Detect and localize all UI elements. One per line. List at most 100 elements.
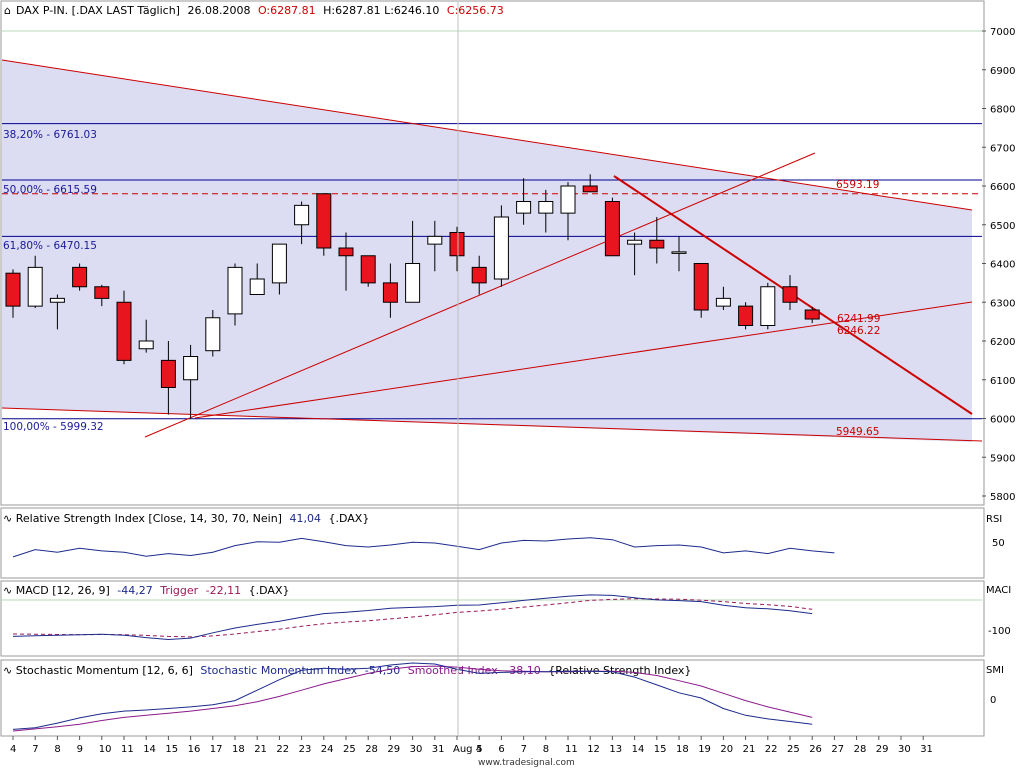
- candle[interactable]: [227, 263, 243, 326]
- x-tick-label: 8: [543, 744, 549, 755]
- y-tick-label: 6900: [990, 66, 1015, 77]
- x-tick-label: 24: [321, 744, 334, 755]
- x-tick-label: 15: [654, 744, 667, 755]
- y-tick-label: 6100: [990, 376, 1015, 387]
- candle[interactable]: [27, 255, 43, 309]
- candle[interactable]: [538, 189, 554, 233]
- candle[interactable]: [205, 310, 221, 357]
- x-tick-label: 10: [99, 744, 112, 755]
- x-tick-label: 5: [476, 744, 482, 755]
- x-tick-label: 4: [10, 744, 16, 755]
- candle[interactable]: [649, 217, 665, 264]
- lower-support-line[interactable]: [1, 407, 983, 442]
- upper-downtrend-line[interactable]: [1, 59, 973, 211]
- candle-body-up: [249, 278, 265, 295]
- smi-smoothed-line[interactable]: [12, 665, 813, 732]
- chart-header: ⌂ DAX P-IN. [.DAX LAST Täglich] 26.08.20…: [4, 4, 504, 17]
- x-tick-label: 31: [432, 744, 445, 755]
- x-tick-label: 8: [54, 744, 60, 755]
- candle[interactable]: [316, 193, 332, 256]
- macd-wave-icon: ∿: [3, 584, 12, 597]
- candle[interactable]: [160, 341, 176, 415]
- macd-trigger-label: Trigger: [159, 584, 198, 597]
- candle-body-up: [538, 201, 554, 214]
- candle[interactable]: [671, 236, 687, 272]
- smi-smoothed-label: Smoothed Index: [408, 664, 498, 677]
- x-tick-label: 12: [587, 744, 600, 755]
- candle[interactable]: [5, 269, 21, 318]
- x-tick-label: 30: [898, 744, 911, 755]
- candle-body-up: [627, 239, 643, 245]
- candle-body-up: [493, 216, 509, 280]
- rising-support-line[interactable]: [194, 301, 973, 419]
- candle[interactable]: [804, 306, 820, 324]
- candle-body-down: [582, 185, 598, 193]
- date-axis: 4 7 8 9 10 11 14 15 16 17 18 21 22 23 24 25 28 29 30 31 Aug …: [10, 736, 933, 755]
- candle[interactable]: [94, 284, 110, 307]
- candle[interactable]: [427, 220, 443, 272]
- rsi-suffix: {.DAX}: [328, 512, 369, 525]
- candle[interactable]: [760, 282, 776, 330]
- macd-line[interactable]: [12, 594, 813, 641]
- candle[interactable]: [138, 319, 154, 353]
- rsi-line[interactable]: [12, 537, 835, 558]
- x-tick-label: 29: [387, 744, 400, 755]
- chart-date: 26.08.2008: [187, 4, 250, 17]
- macd-tick-minus100: -100: [988, 626, 1011, 637]
- candle[interactable]: [116, 290, 132, 365]
- y-tick-label: 6200: [990, 337, 1015, 348]
- candle[interactable]: [627, 232, 643, 276]
- candle[interactable]: [516, 178, 532, 225]
- candle[interactable]: [183, 344, 199, 419]
- candle[interactable]: [338, 232, 354, 291]
- candle[interactable]: [271, 243, 287, 295]
- y-tick-label: 6800: [990, 105, 1015, 116]
- x-tick-label: 19: [698, 744, 711, 755]
- rising-trend-line[interactable]: [144, 152, 816, 438]
- candle[interactable]: [294, 201, 310, 245]
- candle[interactable]: [382, 263, 398, 318]
- x-tick-label: 27: [831, 744, 844, 755]
- candle[interactable]: [405, 220, 421, 303]
- macd-trigger-line[interactable]: [12, 598, 813, 638]
- candle[interactable]: [604, 197, 620, 257]
- candle[interactable]: [693, 263, 709, 318]
- x-tick-label: 23: [299, 744, 312, 755]
- price-axis: 7000 6900 6800 6700 6600 6500 6400 6300 6200 6100…: [982, 27, 1015, 503]
- candle[interactable]: [449, 226, 465, 272]
- candle-body-up: [427, 235, 443, 245]
- candle-body-down: [316, 193, 332, 249]
- x-tick-label: 7: [521, 744, 527, 755]
- fib-label-61: 61,80% - 6470.15: [3, 240, 97, 252]
- candle[interactable]: [493, 205, 509, 287]
- candle[interactable]: [360, 255, 376, 287]
- candle-body-down: [94, 286, 110, 299]
- candle[interactable]: [782, 275, 798, 310]
- candle[interactable]: [738, 302, 754, 330]
- candle[interactable]: [715, 286, 731, 310]
- pin-icon[interactable]: ⌂: [4, 4, 11, 17]
- y-tick-label: 6600: [990, 182, 1015, 193]
- x-tick-label: 25: [343, 744, 356, 755]
- candle[interactable]: [582, 174, 598, 193]
- candle-body-down: [382, 282, 398, 303]
- candles: [5, 174, 820, 419]
- x-tick-label: 11: [121, 744, 134, 755]
- candle[interactable]: [471, 255, 487, 295]
- candle[interactable]: [72, 263, 88, 291]
- candle[interactable]: [560, 182, 576, 241]
- macd-trigger-value: -22,11: [206, 584, 241, 597]
- y-tick-label: 6400: [990, 260, 1015, 271]
- smi-line[interactable]: [12, 662, 813, 730]
- high-value: H:6287.81: [323, 4, 380, 17]
- x-tick-label: 31: [920, 744, 933, 755]
- candle[interactable]: [49, 294, 65, 330]
- x-tick-label: 16: [188, 744, 201, 755]
- x-tick-label: 7: [32, 744, 38, 755]
- candle[interactable]: [249, 263, 265, 295]
- smi-suffix: {Relative Strength Index}: [548, 664, 691, 677]
- level-label-6593: 6593.19: [836, 179, 879, 191]
- x-tick-label: 17: [210, 744, 223, 755]
- candle-body-up: [227, 266, 243, 315]
- smi-smoothed-value: -38,10: [505, 664, 540, 677]
